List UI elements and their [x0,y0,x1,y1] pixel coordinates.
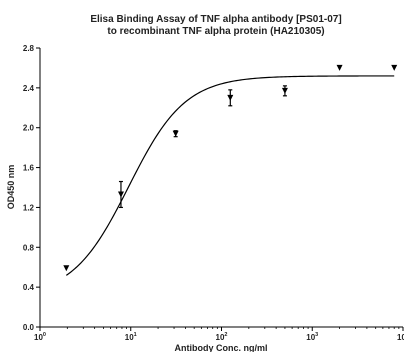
y-tick-label: 0.8 [23,243,35,252]
x-axis-ticks: 100 101 102 103 104 [34,327,404,342]
data-point [281,87,288,94]
x-tick-label: 104 [397,332,404,342]
y-tick-label: 2.4 [23,84,35,93]
x-axis-label: Antibody Conc. ng/ml [175,343,268,352]
data-point [336,64,343,71]
y-tick-label: 1.2 [23,203,35,212]
x-tick-label: 100 [34,332,46,342]
y-tick-label: 0.4 [23,283,35,292]
chart-title-line-1: Elisa Binding Assay of TNF alpha antibod… [90,14,341,25]
data-point [63,265,70,272]
y-axis-label: OD450 nm [6,165,16,210]
y-tick-label: 2.0 [23,124,35,133]
y-tick-label: 0.0 [23,323,35,332]
data-point [117,191,124,198]
chart-title-line-2: to recombinant TNF alpha protein (HA2103… [107,26,324,37]
data-point [227,94,234,101]
data-points-layer [63,64,398,272]
y-axis-ticks: 0.0 0.4 0.8 1.2 1.6 2.0 2.4 2.8 [23,44,40,332]
x-tick-label: 103 [306,332,318,342]
data-point [391,64,398,71]
y-tick-label: 1.6 [23,164,35,173]
data-point [172,130,179,137]
x-tick-label: 101 [125,332,137,342]
x-tick-label: 102 [216,332,228,342]
y-tick-label: 2.8 [23,44,35,53]
